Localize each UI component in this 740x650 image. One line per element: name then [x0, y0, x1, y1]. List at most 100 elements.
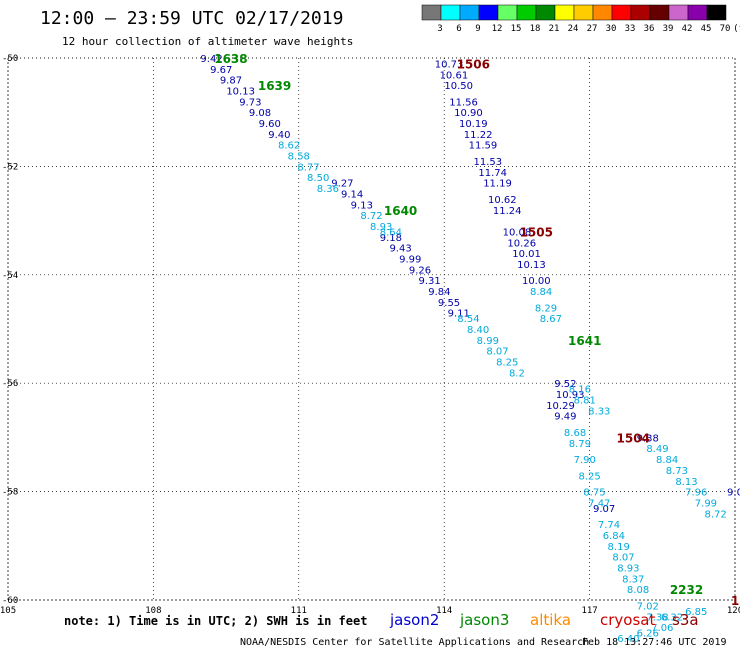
wave-height-label: 8.73 [666, 466, 688, 477]
wave-height-label: 11.74 [478, 168, 507, 179]
wave-height-label: 9.11 [448, 309, 470, 320]
wave-height-label: 8.64 [380, 227, 402, 238]
wave-height-label: 7.74 [598, 520, 620, 531]
satellite-name: s3a [672, 611, 699, 629]
plot-area: 105 108 111 114 117 120 -50 -52 -54 -56 -58 -60 9.42… [0, 52, 740, 645]
wave-height-label: 7.02 [637, 601, 659, 612]
wave-height-label: 9.08 [249, 108, 271, 119]
track-label: 1505 [520, 225, 553, 239]
wave-height-label: 8.2 [509, 368, 525, 379]
wave-height-label: 8.99 [477, 336, 499, 347]
satellite-name: cryosat [600, 611, 655, 629]
wave-height-label: 9.60 [259, 119, 281, 130]
track-label: 1638 [214, 52, 247, 66]
x-tick-label: 117 [581, 606, 597, 616]
wave-height-label: 6.26 [637, 629, 659, 640]
legend-label: 15 [511, 24, 522, 34]
legend-swatch [516, 4, 537, 21]
legend-swatch [497, 4, 518, 21]
legend-swatch [649, 4, 670, 21]
wave-height-label: 8.37 [622, 574, 644, 585]
wave-height-label: 8.84 [530, 287, 552, 298]
y-tick-label: -52 [2, 162, 18, 172]
wave-height-label: 8.81 [574, 395, 596, 406]
legend-label: 33 [625, 24, 636, 34]
wave-height-label: 8.75 [583, 488, 605, 499]
wave-height-label: 8.40 [467, 325, 489, 336]
wave-height-label: 8.07 [486, 347, 508, 358]
wave-height-label: 11.19 [483, 179, 512, 190]
wave-height-label: 8.67 [540, 314, 562, 325]
x-tick-label: 114 [436, 606, 452, 616]
wave-height-label: 6.84 [603, 531, 625, 542]
legend-swatch [611, 4, 632, 21]
legend-swatch [421, 4, 442, 21]
wave-height-label: 10.26 [507, 238, 536, 249]
wave-height-label: 8.77 [297, 162, 319, 173]
wave-height-label: 7.47 [588, 498, 610, 509]
legend-label: 45 [701, 24, 712, 34]
wave-height-label: 9.07 [593, 504, 615, 515]
wave-height-label: 9.43 [389, 244, 411, 255]
wave-height-label: 8.29 [535, 303, 557, 314]
wave-height-label: 8.58 [288, 152, 310, 163]
chart-title: 12:00 – 23:59 UTC 02/17/2019 [40, 8, 343, 29]
wave-height-label: 10.62 [488, 195, 517, 206]
wave-height-label: 9.13 [351, 200, 373, 211]
wave-height-label: 9.73 [239, 97, 261, 108]
wave-height-label: 10.13 [226, 87, 255, 98]
wave-height-label: 10.29 [546, 401, 575, 412]
legend-label: 27 [587, 24, 598, 34]
y-tick-label: -60 [2, 596, 18, 606]
wave-height-label: 10.50 [444, 81, 473, 92]
legend-swatch [573, 4, 594, 21]
footer-timestamp: Feb 18 13:27:46 UTC 2019 [582, 637, 727, 648]
x-tick-label: 111 [291, 606, 307, 616]
wave-height-label: 8.72 [360, 211, 382, 222]
wave-height-label: 9.27 [331, 179, 353, 190]
y-tick-label: -50 [2, 54, 18, 64]
legend-swatch [478, 4, 499, 21]
x-tick-label: 120 [727, 606, 740, 616]
legend-swatch [535, 4, 556, 21]
wave-height-label: 8.25 [496, 358, 518, 369]
wave-height-label: 9.0 [727, 488, 740, 499]
wave-height-label: 10.08 [503, 227, 532, 238]
legend-swatch [459, 4, 480, 21]
wave-height-label: 10.73 [435, 59, 464, 70]
legend-label: 6 [456, 24, 461, 34]
y-tick-label: -56 [2, 379, 18, 389]
legend-label: 21 [549, 24, 560, 34]
wave-height-label: 11.53 [473, 157, 502, 168]
wave-height-label: 8.19 [608, 542, 630, 553]
wave-height-label: 10.61 [440, 70, 469, 81]
wave-height-label: 8.50 [307, 173, 329, 184]
track-label: 1641 [568, 334, 601, 348]
wave-height-label: 9.18 [380, 233, 402, 244]
footer-credit: NOAA/NESDIS Center for Satellite Applica… [240, 637, 589, 648]
wave-height-label: 8.68 [564, 428, 586, 439]
wave-height-label: 8.07 [612, 553, 634, 564]
track-label: 1504 [617, 431, 650, 445]
legend-swatch [630, 4, 651, 21]
legend-label: 42 [682, 24, 693, 34]
legend-label: (ft) [733, 24, 740, 34]
legend-swatch [687, 4, 708, 21]
footer-note: note: 1) Time is in UTC; 2) SWH is in fe… [64, 614, 367, 628]
legend-label: 9 [475, 24, 480, 34]
wave-height-label: 9.55 [438, 298, 460, 309]
wave-height-label: 11.56 [449, 97, 478, 108]
wave-height-label: 8.62 [278, 141, 300, 152]
wave-height-label: 10.00 [522, 276, 551, 287]
wave-height-label: 9.49 [554, 412, 576, 423]
wave-height-label: 11.22 [464, 130, 493, 141]
wave-height-label: 9.67 [210, 65, 232, 76]
wave-height-label: 10.93 [556, 390, 585, 401]
wave-height-label: 9.38 [637, 433, 659, 444]
legend-label: 12 [492, 24, 503, 34]
wave-height-label: 9.31 [419, 276, 441, 287]
wave-height-label: 10.19 [459, 119, 488, 130]
wave-height-label: 10.01 [512, 249, 541, 260]
wave-height-label: 10.13 [517, 260, 546, 271]
